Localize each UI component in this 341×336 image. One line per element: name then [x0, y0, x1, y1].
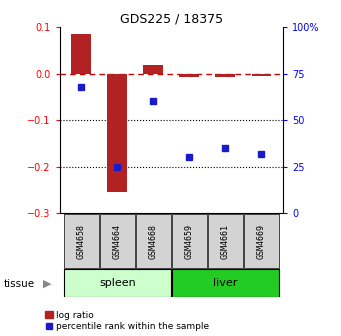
Bar: [107, 74, 127, 193]
Bar: [172, 214, 207, 268]
Bar: [71, 34, 91, 74]
Bar: [244, 214, 279, 268]
Bar: [144, 65, 163, 74]
Text: tissue: tissue: [3, 279, 34, 289]
Bar: [64, 214, 99, 268]
Text: GSM4661: GSM4661: [221, 223, 230, 259]
Bar: [179, 74, 199, 77]
Text: GSM4658: GSM4658: [77, 223, 86, 259]
Text: liver: liver: [213, 278, 238, 288]
Title: GDS225 / 18375: GDS225 / 18375: [120, 13, 223, 26]
Text: spleen: spleen: [99, 278, 136, 288]
Legend: log ratio, percentile rank within the sample: log ratio, percentile rank within the sa…: [45, 311, 209, 332]
Bar: [100, 214, 135, 268]
Bar: [208, 214, 243, 268]
Text: GSM4664: GSM4664: [113, 223, 122, 259]
Bar: [136, 214, 170, 268]
Bar: [64, 269, 170, 297]
Text: GSM4669: GSM4669: [257, 223, 266, 259]
Bar: [172, 269, 279, 297]
Text: ▶: ▶: [43, 279, 51, 289]
Text: GSM4659: GSM4659: [185, 223, 194, 259]
Bar: [252, 74, 271, 76]
Bar: [216, 74, 235, 77]
Text: GSM4668: GSM4668: [149, 223, 158, 259]
